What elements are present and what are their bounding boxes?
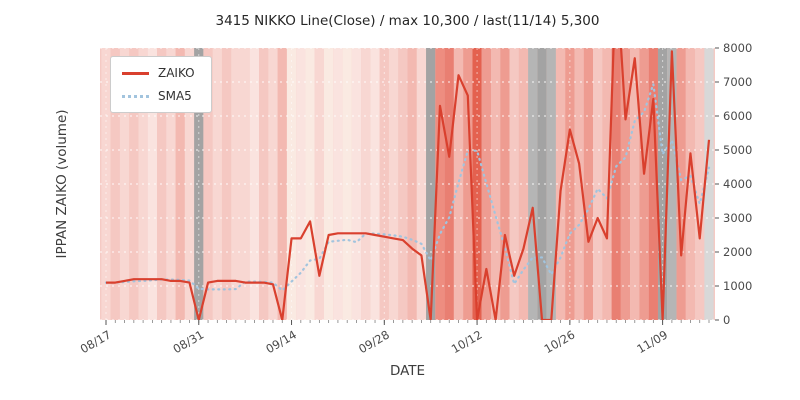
sma5-line-sample-icon xyxy=(122,94,149,98)
legend: ZAIKO SMA5 xyxy=(110,56,212,113)
y-tick-labels: 0 1000 2000 3000 4000 5000 6000 7000 8000 xyxy=(723,41,752,327)
svg-text:7000: 7000 xyxy=(723,75,752,89)
svg-text:3000: 3000 xyxy=(723,211,752,225)
svg-text:09/14: 09/14 xyxy=(263,327,299,356)
x-axis-label: DATE xyxy=(389,363,426,379)
svg-text:0: 0 xyxy=(723,313,730,327)
svg-text:5000: 5000 xyxy=(723,143,752,157)
x-tick-labels: 08/17 08/31 09/14 09/28 10/12 10/26 11/09 xyxy=(78,327,670,356)
svg-text:6000: 6000 xyxy=(723,109,752,123)
svg-text:2000: 2000 xyxy=(723,245,752,259)
legend-label-zaiko: ZAIKO xyxy=(158,66,195,80)
axis-ticks xyxy=(105,47,719,325)
svg-text:10/26: 10/26 xyxy=(542,327,578,356)
svg-text:8000: 8000 xyxy=(723,41,752,55)
svg-text:09/28: 09/28 xyxy=(356,327,392,356)
svg-text:08/17: 08/17 xyxy=(78,327,114,356)
y-axis-label: IPPAN ZAIKO (volume) xyxy=(54,109,70,259)
svg-text:1000: 1000 xyxy=(723,279,752,293)
svg-text:10/12: 10/12 xyxy=(449,327,485,356)
svg-text:4000: 4000 xyxy=(723,177,752,191)
svg-text:11/09: 11/09 xyxy=(634,327,670,356)
svg-text:08/31: 08/31 xyxy=(171,327,207,356)
zaiko-line xyxy=(106,48,711,320)
gridlines xyxy=(100,47,715,321)
zaiko-line-sample-icon xyxy=(122,71,149,75)
chart-title: 3415 NIKKO Line(Close) / max 10,300 / la… xyxy=(215,13,600,29)
legend-item-zaiko: ZAIKO xyxy=(122,66,195,80)
legend-label-sma5: SMA5 xyxy=(158,89,192,103)
legend-item-sma5: SMA5 xyxy=(122,89,195,103)
